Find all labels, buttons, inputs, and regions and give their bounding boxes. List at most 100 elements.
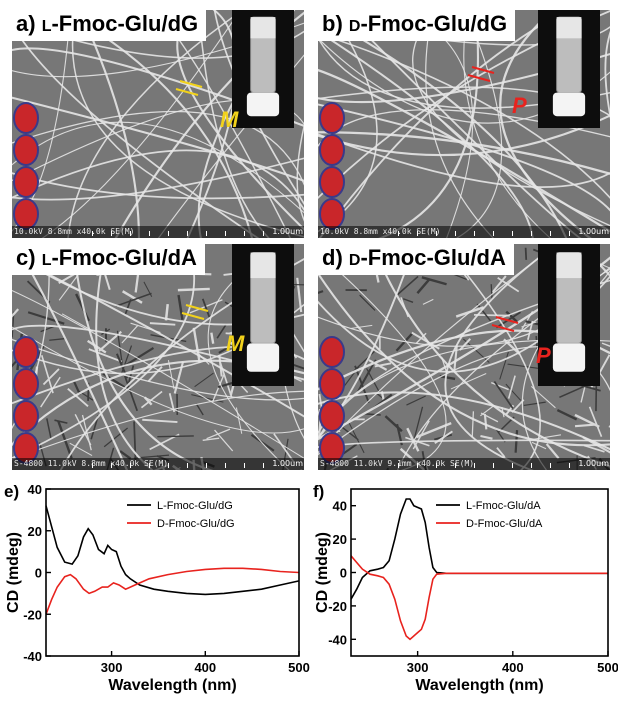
fiber-strand — [474, 314, 510, 317]
fiber-strand — [359, 294, 376, 311]
fiber-strand — [574, 413, 600, 428]
handedness-mark-b: P — [512, 93, 527, 118]
fiber-strand — [153, 10, 291, 238]
fiber-strand — [556, 408, 578, 421]
fiber-strand — [505, 383, 522, 401]
scale-label-d: 1.00um — [578, 459, 609, 468]
fiber-strand — [318, 271, 610, 447]
fiber-strand — [604, 30, 610, 119]
fiber-strand — [499, 351, 509, 380]
panel-title-c: c) L-Fmoc-Glu/dA — [12, 244, 205, 275]
y-tick-label: -40 — [23, 649, 42, 664]
panel-label-d: d) — [322, 245, 343, 270]
y-tick-label: 20 — [333, 532, 347, 547]
y-axis-label: CD (mdeg) — [314, 532, 331, 613]
fiber-strand — [490, 381, 509, 391]
fiber-strand — [164, 304, 169, 321]
fiber-strand — [318, 391, 610, 451]
fiber-strand — [120, 345, 133, 376]
fiber-strand — [574, 423, 595, 428]
panel-title-text-d: -Fmoc-Glu/dA — [360, 245, 506, 270]
sem-info-d: S-4800 11.0kV 9.1mm x40.0k SE(M) — [320, 459, 474, 468]
gel-vial-photo-c — [232, 244, 294, 386]
cd-chart-f-svg: -40 -20 0 20 40 300 400 500 Wavelength (nm) CD (m… — [313, 482, 618, 694]
fiber-strand — [583, 444, 605, 453]
panel-title-b: b) D-Fmoc-Glu/dG — [318, 10, 516, 41]
fiber-strand — [415, 332, 427, 344]
fiber-strand — [480, 404, 495, 417]
x-axis-label: Wavelength (nm) — [415, 677, 543, 694]
sem-info-b: 10.0kV 8.8mm x40.0k SE(M) — [320, 227, 441, 236]
fiber-strand — [450, 373, 487, 390]
fiber-strand — [318, 103, 610, 212]
handedness-mark-a: M — [220, 107, 239, 132]
fiber-strand — [318, 114, 610, 157]
fiber-strand — [471, 411, 475, 438]
chirality-prefix-d: D — [348, 252, 361, 269]
fiber-strand — [119, 450, 132, 460]
fiber-strand — [192, 327, 201, 364]
handedness-mark-d: P — [536, 343, 551, 368]
legend-entry: D-Fmoc-Glu/dA — [466, 518, 543, 530]
fiber-strand — [406, 427, 420, 452]
plot-frame — [45, 488, 300, 657]
fiber-strand — [318, 290, 324, 295]
fiber-strand — [72, 244, 214, 470]
fiber-strand — [12, 390, 304, 460]
x-tick-label: 500 — [288, 660, 310, 675]
fiber-strand — [42, 368, 60, 386]
fiber-strand — [396, 268, 610, 470]
fiber-strand — [12, 110, 304, 187]
fiber-strand — [421, 276, 447, 286]
legend-entry: D-Fmoc-Glu/dG — [157, 518, 235, 530]
fiber-strand — [157, 435, 194, 438]
fiber-strand — [480, 434, 493, 440]
fiber-strand — [140, 390, 163, 409]
fiber-strand — [273, 433, 296, 464]
y-tick-label: 40 — [333, 499, 347, 514]
y-tick-label: -20 — [328, 599, 347, 614]
panel-title-text-b: -Fmoc-Glu/dG — [360, 11, 508, 36]
fiber-strand — [524, 247, 528, 260]
fiber-strand — [507, 363, 540, 370]
fiber-strand — [406, 395, 426, 406]
sem-image-d — [318, 244, 610, 470]
fiber-strand — [46, 418, 52, 439]
y-tick-label: -40 — [328, 632, 347, 647]
x-tick-label: 500 — [597, 660, 618, 675]
x-axis-label: Wavelength (nm) — [108, 677, 236, 694]
fiber-strand — [67, 387, 89, 408]
fiber-strand — [395, 332, 413, 352]
fiber-strand — [499, 10, 592, 238]
chirality-prefix-c: L — [41, 252, 52, 269]
y-tick-label: 20 — [28, 524, 42, 539]
scale-label-b: 1.00um — [578, 227, 609, 236]
fiber-strand — [124, 375, 139, 412]
fiber-strand — [402, 298, 414, 304]
fiber-strand — [142, 418, 178, 424]
fiber-strand — [363, 413, 381, 416]
fiber-strand — [493, 381, 514, 409]
x-tick-label: 400 — [502, 660, 524, 675]
fiber-strand — [521, 321, 537, 328]
fiber-strand — [40, 376, 61, 408]
panel-title-a: a) L-Fmoc-Glu/dG — [12, 10, 207, 41]
fiber-strand — [490, 284, 493, 301]
x-tick-label: 400 — [194, 660, 216, 675]
fiber-strand — [476, 303, 492, 322]
fiber-strand — [545, 443, 560, 460]
fiber-strand — [503, 338, 521, 355]
series-line-0 — [45, 505, 300, 596]
fiber-strand — [523, 401, 546, 407]
fiber-strand — [459, 338, 472, 351]
fiber-strand — [491, 275, 507, 294]
fiber-strand — [12, 149, 304, 212]
fiber-strand — [291, 331, 304, 353]
fiber-strand — [483, 413, 488, 430]
fiber-strand — [521, 266, 610, 470]
y-axis-label: CD (mdeg) — [5, 532, 22, 613]
panel-label: e) — [4, 482, 19, 501]
arrow-icon — [181, 304, 209, 320]
sem-panel-d: d) D-Fmoc-Glu/dA P S-4800 11.0kV 9.1mm x… — [318, 244, 610, 470]
fiber-strand — [12, 326, 304, 434]
